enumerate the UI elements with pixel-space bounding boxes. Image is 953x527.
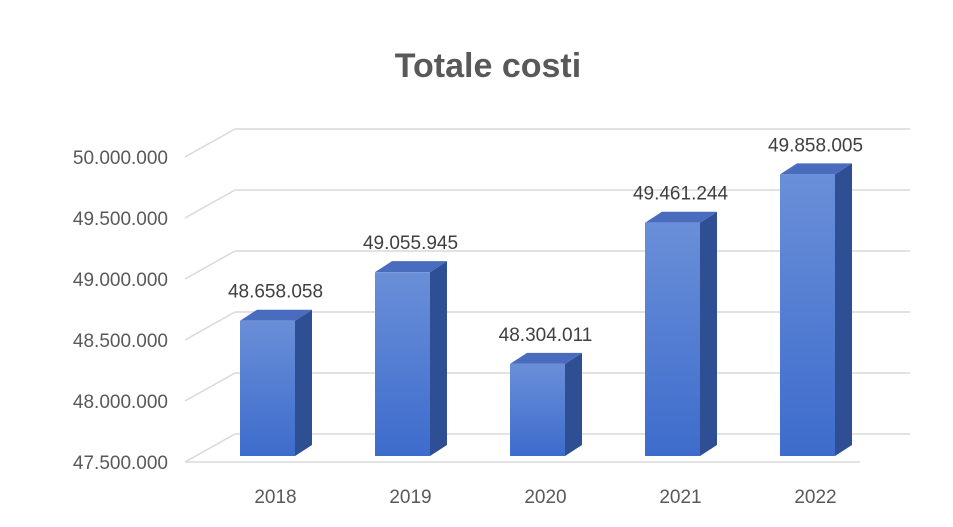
y-tick-label: 48.500.000 (73, 331, 168, 352)
bars (240, 163, 852, 456)
x-axis-tick-labels: 2018 2019 2020 2021 2022 (254, 487, 836, 508)
bar (510, 352, 582, 456)
data-label: 49.858.005 (768, 135, 863, 156)
data-label: 49.461.244 (633, 184, 729, 205)
gridline (184, 128, 910, 158)
y-tick-label: 48.000.000 (73, 392, 168, 413)
data-label: 49.055.945 (363, 233, 458, 254)
data-label: 48.304.011 (499, 325, 593, 346)
data-labels: 48.658.058 49.055.945 48.304.011 49.461.244… (228, 135, 863, 346)
x-tick-label: 2019 (389, 487, 431, 508)
bar (375, 261, 447, 456)
bar (780, 163, 852, 456)
x-tick-label: 2022 (794, 487, 836, 508)
chart-title: Totale costi (395, 47, 581, 85)
x-tick-label: 2020 (524, 487, 566, 508)
y-tick-label: 47.500.000 (73, 453, 168, 474)
bar (645, 211, 717, 456)
bar (240, 309, 312, 456)
y-tick-label: 50.000.000 (73, 148, 168, 169)
y-tick-label: 49.500.000 (73, 209, 168, 230)
y-tick-label: 49.000.000 (73, 270, 168, 291)
y-axis-tick-labels: 47.500.000 48.000.000 48.500.000 49.000.000… (73, 148, 168, 474)
x-tick-label: 2021 (659, 487, 701, 508)
data-label: 48.658.058 (228, 282, 323, 303)
x-tick-label: 2018 (254, 487, 296, 508)
